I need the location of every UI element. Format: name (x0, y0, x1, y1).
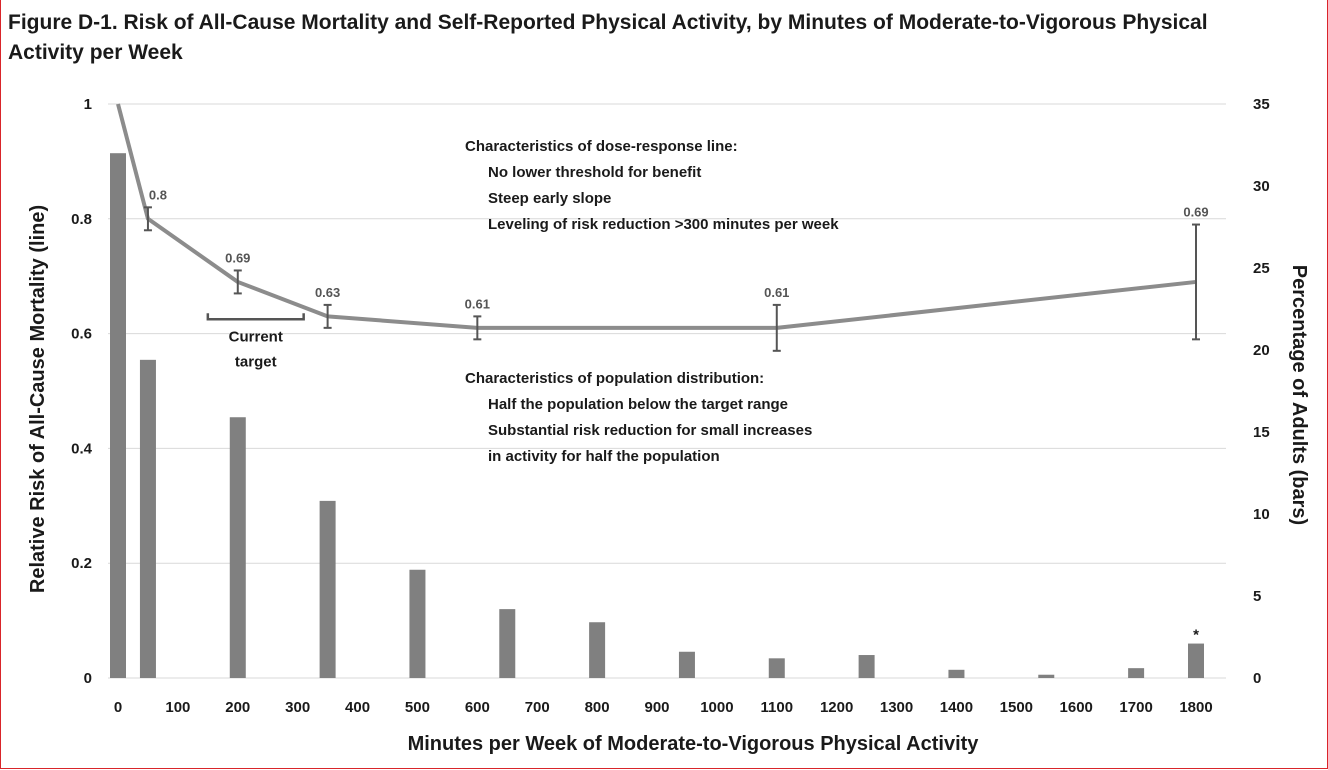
x-tick-label: 1400 (940, 699, 973, 716)
x-tick-label: 1300 (880, 699, 913, 716)
bar (409, 569, 426, 678)
data-labels: 0.8 0.69 0.63 0.61 0.61 0.69 (149, 187, 1209, 311)
x-tick-label: 1600 (1060, 699, 1093, 716)
y-right-tick-label: 5 (1253, 588, 1261, 605)
x-tick-label: 200 (225, 699, 250, 716)
bar (1128, 668, 1145, 678)
bar (1188, 643, 1204, 678)
y-right-tick-label: 25 (1253, 260, 1270, 277)
bar (589, 622, 606, 678)
x-tick-label: 1700 (1119, 699, 1152, 716)
x-tick-label: 1800 (1179, 699, 1212, 716)
figure-title: Figure D-1. Risk of All-Cause Mortality … (8, 11, 1208, 64)
x-axis-ticks: 0 100 200 300 400 500 600 700 800 900 1000 1100 1200… (114, 699, 1213, 716)
y-left-tick-label: 0.2 (71, 555, 92, 572)
note-line: Half the population below the target ran… (488, 396, 788, 413)
x-tick-label: 1100 (761, 699, 794, 716)
data-label: 0.61 (764, 285, 789, 300)
x-tick-label: 0 (114, 699, 122, 716)
error-bars (143, 206, 1200, 352)
note-line: in activity for half the population (488, 448, 720, 465)
x-tick-label: 600 (465, 699, 490, 716)
data-label: 0.69 (1183, 205, 1208, 220)
data-label: 0.63 (315, 285, 340, 300)
current-target-label: target (235, 353, 277, 370)
bar (319, 500, 336, 678)
x-tick-label: 800 (585, 699, 610, 716)
y-right-tick-label: 30 (1253, 178, 1270, 195)
bars: * (110, 153, 1204, 678)
x-tick-label: 1200 (820, 699, 853, 716)
bar (110, 153, 126, 678)
y-right-tick-label: 0 (1253, 670, 1261, 687)
bar (139, 359, 156, 678)
y-right-tick-label: 20 (1253, 342, 1270, 359)
data-label: 0.8 (149, 187, 167, 202)
x-tick-label: 500 (405, 699, 430, 716)
x-tick-label: 700 (525, 699, 550, 716)
x-tick-label: 400 (345, 699, 370, 716)
y-right-ticks: 0 5 10 15 20 25 30 35 (1253, 96, 1270, 687)
note-line: Leveling of risk reduction >300 minutes … (488, 216, 839, 233)
bar (229, 417, 246, 678)
x-tick-label: 900 (644, 699, 669, 716)
x-tick-label: 300 (285, 699, 310, 716)
gridlines (108, 103, 1226, 679)
bar (678, 651, 695, 678)
x-tick-label: 100 (165, 699, 190, 716)
data-label: 0.69 (225, 250, 250, 265)
annotations: Current target Characteristics of dose-res… (206, 138, 839, 465)
y-left-tick-label: 0.4 (71, 440, 93, 457)
y-left-tick-label: 0.6 (71, 326, 92, 343)
note-line: Substantial risk reduction for small inc… (488, 422, 812, 439)
note-heading: Characteristics of population distributi… (465, 370, 764, 387)
y-right-tick-label: 15 (1253, 424, 1270, 441)
current-target-label: Current (229, 328, 283, 345)
bar-asterisk: * (1193, 627, 1199, 644)
bar (858, 655, 875, 678)
x-tick-label: 1000 (700, 699, 733, 716)
y-left-axis-label: Relative Risk of All-Cause Mortality (li… (27, 205, 49, 593)
note-heading: Characteristics of dose-response line: (465, 138, 738, 155)
note-line: Steep early slope (488, 190, 611, 207)
y-left-tick-label: 0.8 (71, 211, 92, 228)
x-tick-label: 1500 (1000, 699, 1033, 716)
y-right-axis-label: Percentage of Adults (bars) (1288, 265, 1310, 525)
x-axis-label: Minutes per Week of Moderate-to-Vigorous… (408, 733, 980, 755)
current-target-bracket (206, 313, 305, 321)
data-label: 0.61 (465, 296, 490, 311)
y-left-ticks: 0 0.2 0.4 0.6 0.8 1 (71, 96, 93, 687)
bar (948, 669, 965, 678)
axis-labels: Minutes per Week of Moderate-to-Vigorous… (27, 205, 1310, 755)
y-right-tick-label: 35 (1253, 96, 1270, 113)
bar (1038, 674, 1055, 678)
y-right-tick-label: 10 (1253, 506, 1270, 523)
bar (768, 658, 785, 678)
note-line: No lower threshold for benefit (488, 164, 701, 181)
y-left-tick-label: 0 (84, 670, 92, 687)
y-left-tick-label: 1 (84, 96, 92, 113)
bar (499, 609, 516, 678)
